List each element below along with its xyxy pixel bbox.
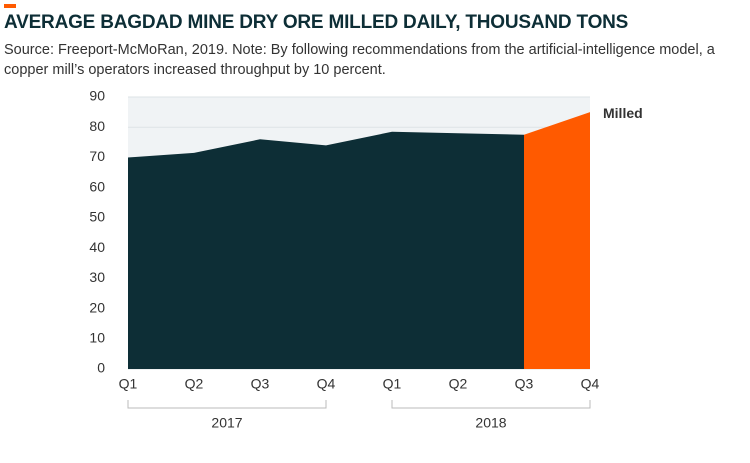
group-bracket [127, 400, 327, 409]
y-tick-label: 80 [89, 118, 105, 134]
x-tick-label: Q1 [383, 376, 402, 392]
y-tick-label: 0 [97, 360, 105, 376]
y-tick-label: 60 [89, 178, 105, 194]
x-tick-label: Q4 [581, 376, 600, 392]
y-tick-label: 40 [89, 239, 105, 255]
x-tick-label: Q2 [449, 376, 468, 392]
chart-title: AVERAGE BAGDAD MINE DRY ORE MILLED DAILY… [4, 12, 629, 33]
accent-bar [4, 4, 16, 8]
y-tick-label: 20 [89, 299, 105, 315]
x-tick-label: Q4 [317, 376, 336, 392]
y-tick-label: 50 [89, 209, 105, 225]
y-tick-label: 10 [89, 329, 105, 345]
area [128, 131, 524, 369]
x-tick-label: Q2 [185, 376, 204, 392]
group-bracket [391, 400, 591, 409]
group-label: 2018 [475, 415, 506, 431]
area [524, 112, 590, 369]
x-tick-label: Q1 [119, 376, 138, 392]
group-label: 2017 [211, 415, 242, 431]
y-tick-label: 30 [89, 269, 105, 285]
x-tick-label: Q3 [251, 376, 270, 392]
series-label: Milled [603, 105, 643, 121]
x-tick-label: Q3 [515, 376, 534, 392]
y-tick-label: 90 [89, 88, 105, 104]
y-tick-label: 70 [89, 148, 105, 164]
chart-subtitle: Source: Freeport-McMoRan, 2019. Note: By… [4, 42, 715, 78]
